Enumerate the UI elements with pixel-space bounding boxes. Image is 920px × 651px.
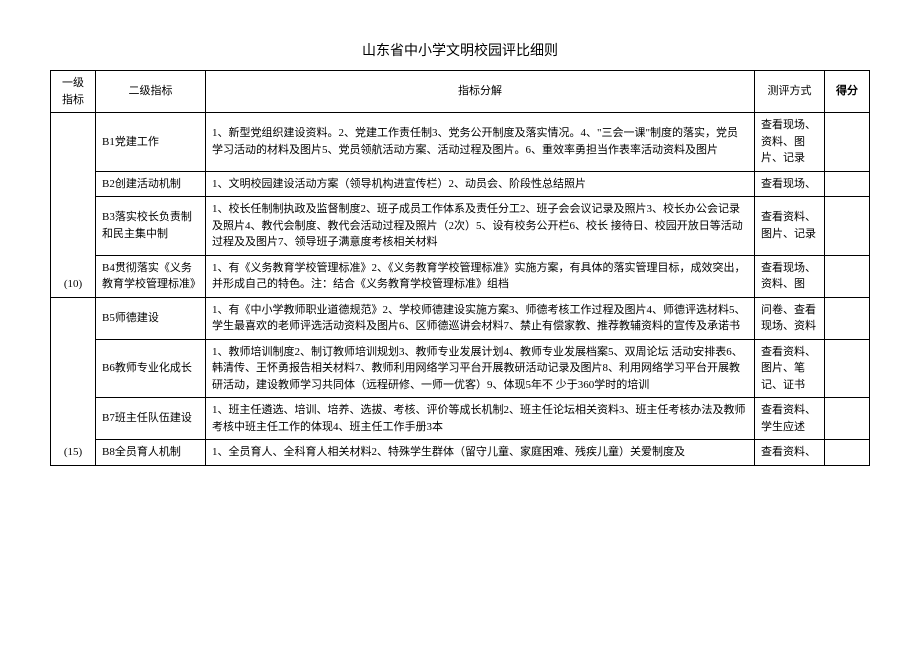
method-cell: 查看资料、	[755, 440, 825, 466]
desc-cell: 1、校长任制制执政及监督制度2、班子成员工作体系及责任分工2、班子会会议记录及照…	[206, 197, 755, 256]
level2-cell: B2创建活动机制	[96, 171, 206, 197]
level2-cell: B5师德建设	[96, 297, 206, 339]
score-cell	[825, 197, 870, 256]
page-title: 山东省中小学文明校园评比细则	[50, 40, 870, 60]
score-cell	[825, 171, 870, 197]
table-row: B3落实校长负责制和民主集中制 1、校长任制制执政及监督制度2、班子成员工作体系…	[51, 197, 870, 256]
desc-cell: 1、全员育人、全科育人相关材料2、特殊学生群体（留守儿童、家庭困难、残疾儿童）关…	[206, 440, 755, 466]
method-cell: 查看资料、图片、笔记、证书	[755, 339, 825, 398]
header-method: 测评方式	[755, 71, 825, 113]
level1-cell: (10)	[51, 113, 96, 298]
desc-cell: 1、有《义务教育学校管理标准》2、《义务教育学校管理标准》实施方案，有具体的落实…	[206, 255, 755, 297]
level2-cell: B6教师专业化成长	[96, 339, 206, 398]
score-cell	[825, 440, 870, 466]
table-row: B7班主任队伍建设 1、班主任遴选、培训、培养、选拔、考核、评价等成长机制2、班…	[51, 398, 870, 440]
level2-cell: B4贯彻落实《义务教育学校管理标准》	[96, 255, 206, 297]
table-row: B2创建活动机制 1、文明校园建设活动方案（领导机构进宣传栏）2、动员会、阶段性…	[51, 171, 870, 197]
desc-cell: 1、新型党组织建设资料。2、党建工作责任制3、党务公开制度及落实情况。4、"三会…	[206, 113, 755, 172]
header-score: 得分	[825, 71, 870, 113]
level2-cell: B1党建工作	[96, 113, 206, 172]
score-cell	[825, 398, 870, 440]
header-desc: 指标分解	[206, 71, 755, 113]
desc-cell: 1、班主任遴选、培训、培养、选拔、考核、评价等成长机制2、班主任论坛相关资料3、…	[206, 398, 755, 440]
header-row: 一级 指标 二级指标 指标分解 测评方式 得分	[51, 71, 870, 113]
level2-cell: B7班主任队伍建设	[96, 398, 206, 440]
table-row: B4贯彻落实《义务教育学校管理标准》 1、有《义务教育学校管理标准》2、《义务教…	[51, 255, 870, 297]
method-cell: 查看资料、学生应述	[755, 398, 825, 440]
method-cell: 问卷、查看现场、资料	[755, 297, 825, 339]
level2-cell: B8全员育人机制	[96, 440, 206, 466]
score-cell	[825, 339, 870, 398]
header-level1: 一级 指标	[51, 71, 96, 113]
desc-cell: 1、文明校园建设活动方案（领导机构进宣传栏）2、动员会、阶段性总结照片	[206, 171, 755, 197]
table-row: B6教师专业化成长 1、教师培训制度2、制订教师培训规划3、教师专业发展计划4、…	[51, 339, 870, 398]
header-level2: 二级指标	[96, 71, 206, 113]
desc-cell: 1、教师培训制度2、制订教师培训规划3、教师专业发展计划4、教师专业发展档案5、…	[206, 339, 755, 398]
criteria-table: 一级 指标 二级指标 指标分解 测评方式 得分 (10) B1党建工作 1、新型…	[50, 70, 870, 466]
method-cell: 查看资料、图片、记录	[755, 197, 825, 256]
table-row: (15) B5师德建设 1、有《中小学教师职业道德规范》2、学校师德建设实施方案…	[51, 297, 870, 339]
table-row: B8全员育人机制 1、全员育人、全科育人相关材料2、特殊学生群体（留守儿童、家庭…	[51, 440, 870, 466]
table-row: (10) B1党建工作 1、新型党组织建设资料。2、党建工作责任制3、党务公开制…	[51, 113, 870, 172]
method-cell: 查看现场、	[755, 171, 825, 197]
score-cell	[825, 255, 870, 297]
score-cell	[825, 113, 870, 172]
method-cell: 查看现场、资料、图片、记录	[755, 113, 825, 172]
method-cell: 查看现场、资料、图	[755, 255, 825, 297]
score-cell	[825, 297, 870, 339]
desc-cell: 1、有《中小学教师职业道德规范》2、学校师德建设实施方案3、师德考核工作过程及图…	[206, 297, 755, 339]
level2-cell: B3落实校长负责制和民主集中制	[96, 197, 206, 256]
level1-cell: (15)	[51, 297, 96, 465]
